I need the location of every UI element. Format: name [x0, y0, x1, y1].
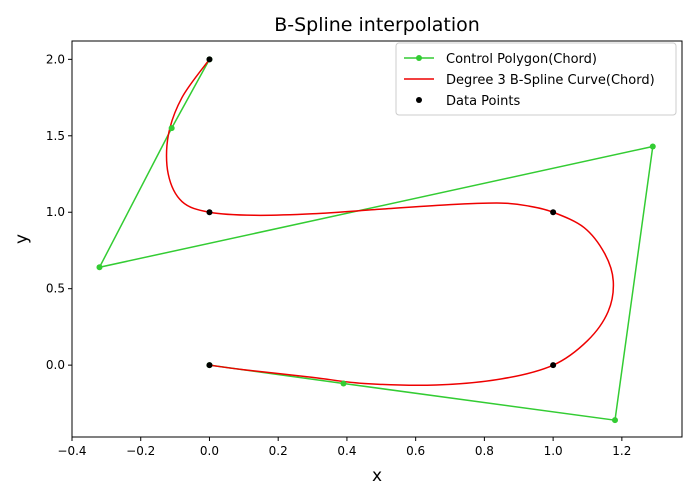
- x-tick-label: 0.8: [475, 444, 494, 458]
- x-axis-label: x: [372, 466, 382, 486]
- x-tick-label: −0.4: [57, 444, 86, 458]
- legend-label-data-points: Data Points: [446, 94, 520, 109]
- data-point-marker: [206, 362, 213, 369]
- legend-marker-data-points: [416, 97, 422, 103]
- x-tick-label: 0.4: [337, 444, 356, 458]
- y-tick-label: 0.0: [46, 358, 65, 372]
- x-axis: −0.4 −0.2 0.0 0.2 0.4 0.6 0.8 1.0 1.2: [57, 437, 631, 458]
- series-layer: [96, 56, 656, 424]
- y-axis: 0.0 0.5 1.0 1.5 2.0: [46, 52, 72, 372]
- x-tick-label: 0.2: [269, 444, 288, 458]
- control-point-marker: [611, 417, 618, 424]
- control-point-marker: [96, 264, 103, 271]
- data-point-marker: [550, 209, 557, 216]
- y-axis-label: y: [12, 234, 32, 244]
- legend-box: [395, 42, 677, 116]
- y-tick-label: 1.5: [46, 129, 65, 143]
- data-point-marker: [206, 209, 213, 216]
- data-point-marker: [206, 56, 213, 63]
- x-tick-label: 1.2: [612, 444, 631, 458]
- x-tick-label: 0.0: [200, 444, 219, 458]
- x-tick-label: 0.6: [406, 444, 425, 458]
- x-tick-label: 1.0: [544, 444, 563, 458]
- y-tick-label: 2.0: [46, 52, 65, 66]
- x-tick-label: −0.2: [126, 444, 155, 458]
- control-point-marker: [649, 143, 656, 150]
- control-point-marker: [168, 125, 175, 132]
- legend-label-control-polygon: Control Polygon(Chord): [446, 52, 597, 67]
- chart-title: B-Spline interpolation: [274, 14, 480, 36]
- legend-label-bspline: Degree 3 B-Spline Curve(Chord): [446, 73, 655, 88]
- y-tick-label: 0.5: [46, 282, 65, 296]
- control-point-marker: [340, 380, 347, 387]
- y-tick-label: 1.0: [46, 205, 65, 219]
- legend: Control Polygon(Chord) Degree 3 B-Spline…: [395, 42, 677, 116]
- legend-marker-control-polygon: [416, 55, 422, 61]
- data-point-marker: [550, 362, 557, 369]
